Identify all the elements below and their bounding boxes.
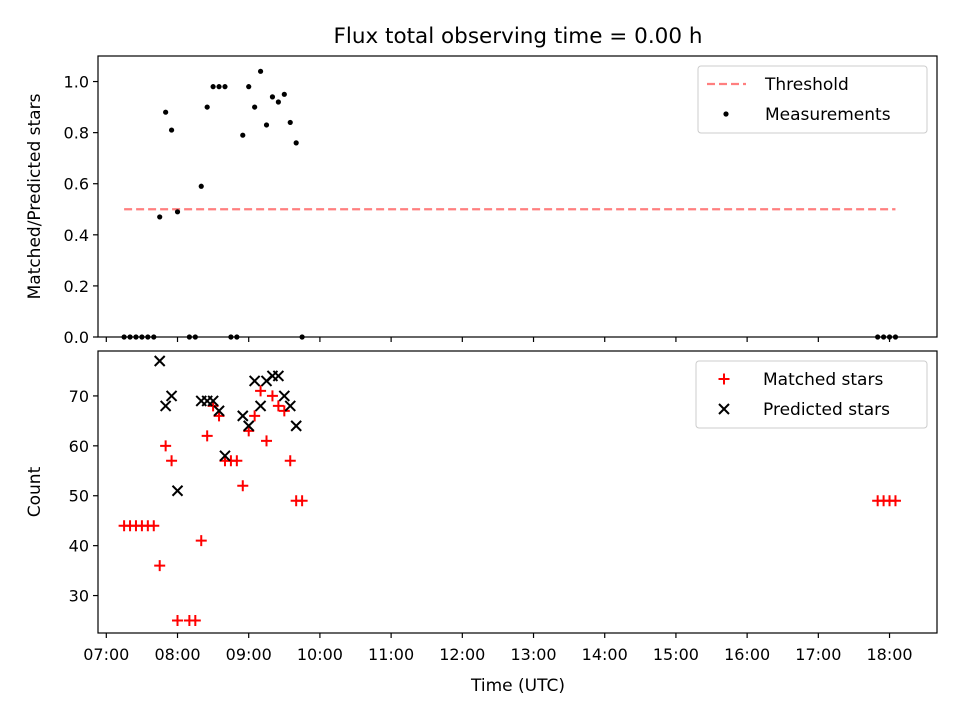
data-point: [261, 435, 273, 447]
legend-handle: [718, 403, 730, 415]
x-tick-label: 18:00: [866, 645, 912, 664]
data-point: [254, 400, 267, 412]
y-tick-label: 40: [69, 537, 89, 556]
data-point: [278, 390, 291, 402]
x-tick-label: 12:00: [439, 645, 485, 664]
x-tick-label: 16:00: [724, 645, 770, 664]
ratio-panel: 0.0 0.2 0.4 0.6 0.8 1.0 Matched/Predicted star…: [25, 55, 938, 347]
data-point: [249, 410, 261, 422]
legend-handle: [723, 111, 729, 117]
data-point: [154, 355, 166, 367]
data-point: [275, 99, 281, 105]
data-point: [157, 214, 163, 220]
legend-frame: [697, 65, 928, 134]
data-point: [174, 209, 181, 215]
data-point: [281, 91, 287, 97]
x-tick-label: 11:00: [368, 645, 414, 664]
data-point: [243, 420, 255, 432]
y-tick-label: 0.0: [64, 328, 89, 347]
y-tick-label: 1.0: [64, 73, 89, 92]
x-tick-label: 09:00: [226, 645, 272, 664]
series-predicted-stars: [154, 355, 302, 497]
legend: Matched stars Predicted stars: [695, 360, 928, 429]
data-point: [284, 455, 296, 467]
data-point: [231, 455, 243, 467]
data-point: [160, 440, 172, 452]
data-point: [154, 560, 166, 572]
x-tick-label: 14:00: [582, 645, 628, 664]
x-tick-label: 17:00: [795, 645, 841, 664]
y-axis-label: Count: [25, 466, 45, 517]
data-point: [266, 390, 278, 402]
y-tick-label: 70: [69, 387, 89, 406]
x-tick-label: 13:00: [510, 645, 556, 664]
data-point: [290, 420, 302, 432]
data-point: [204, 104, 210, 110]
y-tick-label: 50: [69, 487, 89, 506]
data-point: [284, 400, 296, 412]
y-tick-label: 0.2: [64, 277, 89, 296]
data-point: [252, 104, 258, 110]
x-tick-label: 08:00: [154, 645, 200, 664]
data-point: [263, 122, 270, 128]
data-point: [219, 450, 231, 462]
y-axis-label: Matched/Predicted stars: [25, 93, 45, 299]
data-point: [293, 140, 299, 146]
data-point: [148, 520, 160, 532]
data-point: [165, 390, 178, 402]
x-tick-label: 15:00: [653, 645, 699, 664]
data-point: [296, 495, 308, 507]
y-tick-label: 30: [69, 587, 89, 606]
data-point: [213, 405, 225, 417]
legend-label: Measurements: [765, 105, 891, 125]
data-point: [195, 535, 207, 547]
data-point: [171, 485, 184, 497]
count-panel: 30 40 50 60 70 Count 07:00 08:00 09:00 10:00 11:00…: [25, 350, 938, 664]
data-point: [159, 400, 172, 412]
series-measurements: [121, 68, 899, 340]
data-point: [237, 480, 249, 492]
legend-label: Threshold: [764, 75, 849, 95]
legend: Threshold Measurements: [697, 65, 928, 134]
data-point: [207, 395, 219, 407]
legend-frame: [695, 360, 928, 429]
data-point: [201, 430, 213, 442]
data-point: [216, 84, 222, 90]
data-point: [248, 375, 261, 387]
y-tick-label: 0.4: [64, 226, 89, 245]
data-point: [287, 119, 293, 126]
legend-handle: [718, 373, 730, 385]
data-point: [255, 385, 267, 397]
legend-label: Matched stars: [763, 370, 883, 390]
x-tick-label: 10:00: [297, 645, 343, 664]
data-point: [889, 495, 901, 507]
x-tick-label: 07:00: [83, 645, 129, 664]
data-point: [272, 370, 285, 382]
data-point: [198, 183, 204, 189]
data-point: [237, 410, 249, 422]
data-point: [272, 400, 284, 412]
data-point: [240, 132, 246, 138]
data-point: [168, 127, 175, 133]
data-point: [222, 84, 228, 90]
axes-frame: [97, 55, 938, 338]
data-point: [172, 615, 184, 627]
data-point: [189, 615, 201, 627]
x-axis-label: Time (UTC): [470, 676, 565, 696]
data-point: [269, 94, 276, 100]
figure-title: Flux total observing time = 0.00 h: [334, 24, 703, 49]
axes-frame: [97, 350, 938, 634]
data-point: [210, 84, 216, 90]
data-point: [257, 68, 264, 74]
y-tick-label: 0.6: [64, 175, 89, 194]
data-point: [163, 109, 169, 115]
y-tick-label: 0.8: [64, 124, 89, 143]
y-tick-label: 60: [69, 437, 89, 456]
data-point: [246, 84, 252, 90]
data-point: [278, 405, 290, 417]
data-point: [166, 455, 178, 467]
legend-label: Predicted stars: [763, 400, 890, 420]
